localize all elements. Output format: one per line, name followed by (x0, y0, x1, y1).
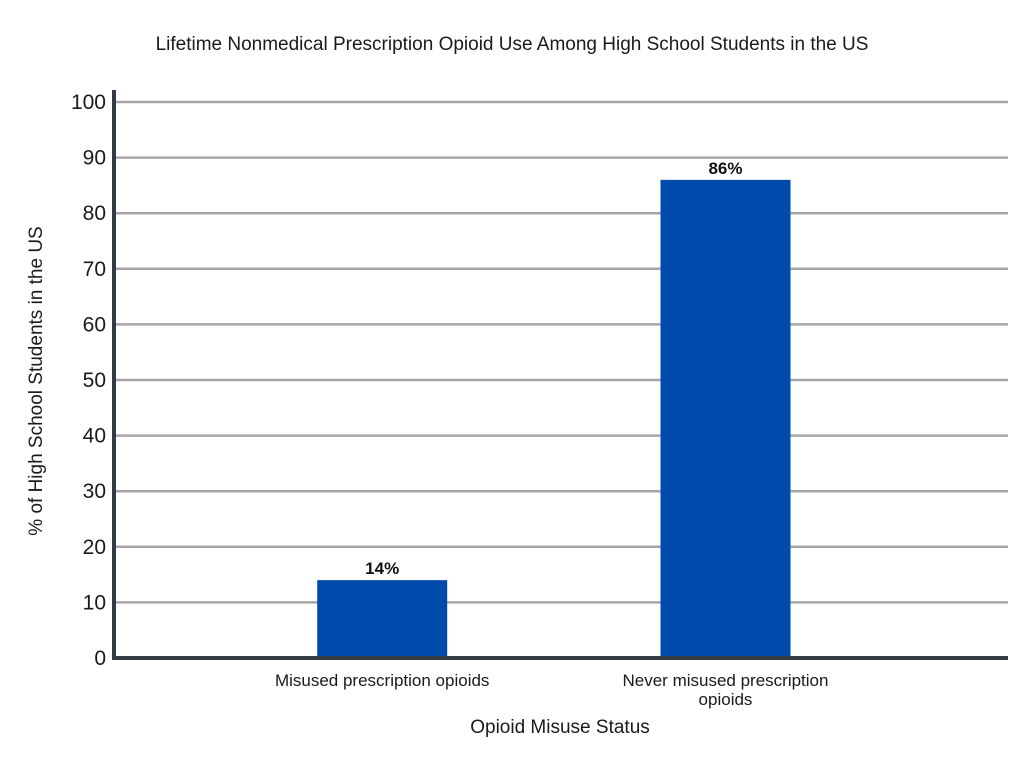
y-tick-label: 70 (83, 258, 106, 281)
x-axis-label: Opioid Misuse Status (470, 717, 650, 738)
y-tick-label: 50 (83, 369, 106, 392)
y-tick-label: 40 (83, 425, 106, 448)
bar-data-label: 86% (708, 159, 742, 178)
gridlines (114, 100, 1008, 604)
y-tick-label: 20 (83, 536, 106, 559)
x-tick-label: Never misused prescription opioids (623, 671, 829, 709)
y-tick-label: 30 (83, 480, 106, 503)
data-labels: 14% 86% (365, 159, 742, 578)
y-tick-label: 60 (83, 313, 106, 336)
bar (660, 179, 791, 658)
y-tick-label: 80 (83, 202, 106, 225)
chart-title: Lifetime Nonmedical Prescription Opioid … (156, 34, 869, 55)
axes (112, 90, 1008, 660)
bar (317, 580, 448, 658)
y-tick-label: 10 (83, 591, 106, 614)
y-tick-label: 90 (83, 147, 106, 170)
y-tick-label: 0 (94, 647, 106, 670)
bar-data-label: 14% (365, 559, 399, 578)
y-axis-label: % of High School Students in the US (26, 226, 47, 535)
y-tick-label: 100 (71, 91, 106, 114)
y-axis-ticks: 0 10 20 30 40 50 60 70 80 90 100 (71, 91, 106, 670)
x-tick-label: Misused prescription opioids (275, 671, 490, 690)
x-axis-ticks: Misused prescription opioids Never misuse… (275, 671, 829, 709)
bars (317, 179, 791, 658)
